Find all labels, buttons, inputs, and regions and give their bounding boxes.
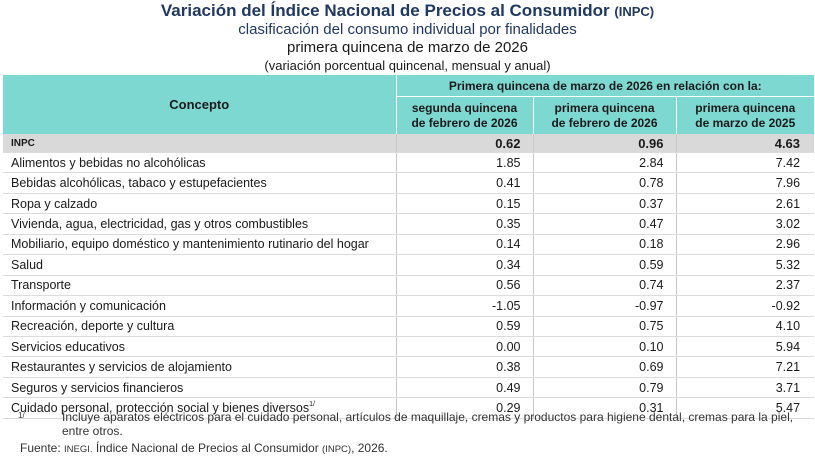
value-cell: 7.42 xyxy=(675,152,815,174)
table-row: Vivienda, agua, electricidad, gas y otro… xyxy=(3,213,815,235)
report-units: (variación porcentual quincenal, mensual… xyxy=(264,58,551,73)
column-header: primera quincena de febrero de 2026 xyxy=(532,96,676,134)
value-cell: 3.02 xyxy=(675,213,815,235)
value-cell: 0.78 xyxy=(532,172,676,194)
inpc-table: Concepto Primera quincena de marzo de 20… xyxy=(3,75,815,419)
table-row: Servicios educativos 0.00 0.10 5.94 xyxy=(3,336,815,358)
value-cell: 2.37 xyxy=(675,275,815,297)
value-cell: 0.47 xyxy=(532,213,676,235)
title-abbreviation: (INPC) xyxy=(614,4,655,19)
table-row: Recreación, deporte y cultura 0.59 0.75 … xyxy=(3,316,815,337)
value-cell: 0.59 xyxy=(395,316,533,337)
table-row: Información y comunicación -1.05 -0.97 -… xyxy=(3,295,815,317)
value-cell: 0.96 xyxy=(532,134,676,153)
footnote-marker: 1/ xyxy=(18,411,25,420)
value-cell: 0.34 xyxy=(395,254,533,276)
value-cell: -0.97 xyxy=(532,295,676,317)
value-cell: 0.79 xyxy=(532,377,676,399)
value-cell: 0.18 xyxy=(532,234,676,256)
row-label: Transporte xyxy=(3,275,396,297)
value-cell: 0.62 xyxy=(395,134,533,153)
report-period: primera quincena de marzo de 2026 xyxy=(287,39,528,56)
row-label: Cuidado personal, protección social y bi… xyxy=(3,397,396,419)
table-row: Transporte 0.56 0.74 2.37 xyxy=(3,275,815,297)
footnote-text: Incluye aparatos eléctricos para el cuid… xyxy=(62,410,794,438)
report-subtitle: clasificación del consumo individual por… xyxy=(238,21,577,38)
row-label: Alimentos y bebidas no alcohólicas xyxy=(3,152,396,174)
value-cell: 7.21 xyxy=(675,356,815,378)
footnote-ref: 1/ xyxy=(309,400,315,408)
value-cell: 0.35 xyxy=(395,213,533,235)
table-row-inpc: INPC 0.62 0.96 4.63 xyxy=(3,134,815,153)
concept-header: Concepto xyxy=(3,75,397,134)
value-cell: 0.15 xyxy=(395,193,533,215)
value-cell: 7.96 xyxy=(675,172,815,194)
table-row: Cuidado personal, protección social y bi… xyxy=(3,397,815,419)
value-cell: 0.31 xyxy=(532,397,676,419)
row-label: Bebidas alcohólicas, tabaco y estupefaci… xyxy=(3,172,396,194)
row-label: Restaurantes y servicios de alojamiento xyxy=(3,356,396,378)
report-title: Variación del Índice Nacional de Precios… xyxy=(0,1,815,22)
value-cell: -0.92 xyxy=(675,295,815,317)
row-label: Mobiliario, equipo doméstico y mantenimi… xyxy=(3,234,396,256)
source-note: Fuente: INEGI. Índice Nacional de Precio… xyxy=(20,441,388,455)
value-cell: -1.05 xyxy=(395,295,533,317)
value-cell: 2.96 xyxy=(675,234,815,256)
table-row: Seguros y servicios financieros 0.49 0.7… xyxy=(3,377,815,399)
table-row: Bebidas alcohólicas, tabaco y estupefaci… xyxy=(3,172,815,194)
value-cell: 0.59 xyxy=(532,254,676,276)
value-cell: 0.10 xyxy=(532,336,676,358)
table-row: Ropa y calzado 0.15 0.37 2.61 xyxy=(3,193,815,215)
value-cell: 0.69 xyxy=(532,356,676,378)
value-cell: 0.49 xyxy=(395,377,533,399)
row-label: Servicios educativos xyxy=(3,336,396,358)
row-label: Vivienda, agua, electricidad, gas y otro… xyxy=(3,213,396,235)
value-cell: 0.56 xyxy=(395,275,533,297)
row-label: Seguros y servicios financieros xyxy=(3,377,396,399)
value-cell: 0.74 xyxy=(532,275,676,297)
column-header: segunda quincena de febrero de 2026 xyxy=(395,96,533,134)
value-cell: 4.63 xyxy=(675,134,815,153)
value-cell: 0.38 xyxy=(395,356,533,378)
value-cell: 5.32 xyxy=(675,254,815,276)
value-cell: 3.71 xyxy=(675,377,815,399)
row-label: Ropa y calzado xyxy=(3,193,396,215)
table-row: Mobiliario, equipo doméstico y mantenimi… xyxy=(3,234,815,256)
value-cell: 1.85 xyxy=(395,152,533,174)
table-row: Alimentos y bebidas no alcohólicas 1.85 … xyxy=(3,152,815,174)
title-text: Variación del Índice Nacional de Precios… xyxy=(160,1,610,20)
row-label: Recreación, deporte y cultura xyxy=(3,316,396,337)
value-cell: 0.37 xyxy=(532,193,676,215)
table-row: Salud 0.34 0.59 5.32 xyxy=(3,254,815,276)
value-cell: 0.00 xyxy=(395,336,533,358)
value-cell: 0.41 xyxy=(395,172,533,194)
value-cell: 0.29 xyxy=(395,397,533,419)
value-cell: 5.47 xyxy=(675,397,815,419)
row-label: Información y comunicación xyxy=(3,295,396,317)
value-cell: 2.84 xyxy=(532,152,676,174)
row-label: INPC xyxy=(3,134,396,153)
footnote: 1/ Incluye aparatos eléctricos para el c… xyxy=(18,410,812,438)
period-group-header: Primera quincena de marzo de 2026 en rel… xyxy=(396,75,815,97)
value-cell: 0.75 xyxy=(532,316,676,337)
row-label: Salud xyxy=(3,254,396,276)
column-header: primera quincena de marzo de 2025 xyxy=(675,96,815,134)
table-row: Restaurantes y servicios de alojamiento … xyxy=(3,356,815,378)
value-cell: 4.10 xyxy=(675,316,815,337)
value-cell: 2.61 xyxy=(675,193,815,215)
value-cell: 5.94 xyxy=(675,336,815,358)
value-cell: 0.14 xyxy=(395,234,533,256)
